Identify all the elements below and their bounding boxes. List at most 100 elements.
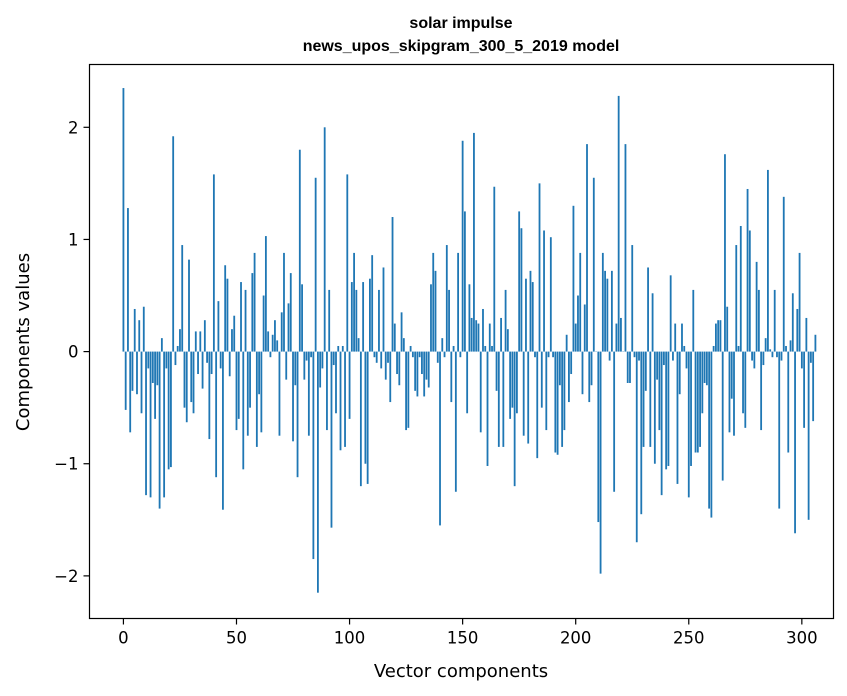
chart-subtitle: news_upos_skipgram_300_5_2019 model: [303, 38, 620, 55]
bar-component-13: [151, 351, 154, 383]
bar-component-178: [525, 278, 527, 352]
bar-component-217: [613, 351, 616, 492]
bar-component-196: [565, 334, 568, 352]
bar-component-226: [633, 351, 636, 358]
bar-component-115: [382, 267, 385, 352]
bar-component-46: [226, 278, 229, 352]
bar-component-183: [536, 351, 539, 459]
bar-component-108: [366, 351, 369, 484]
bar-component-49: [233, 315, 236, 352]
bar-component-80: [303, 351, 306, 380]
bar-component-22: [172, 136, 175, 352]
bar-component-3: [129, 351, 132, 433]
bar-component-223: [626, 351, 629, 383]
bar-component-240: [665, 351, 668, 470]
bar-component-142: [443, 351, 446, 358]
bar-component-57: [251, 273, 254, 352]
bar-component-152: [466, 351, 469, 414]
bar-component-113: [378, 289, 380, 352]
bar-component-63: [264, 236, 267, 352]
bar-component-31: [192, 351, 195, 414]
bar-component-116: [384, 351, 387, 380]
bar-component-277: [748, 230, 751, 352]
bar-component-18: [163, 351, 166, 498]
bar-component-245: [676, 351, 679, 484]
bar-component-60: [258, 351, 261, 395]
bar-component-107: [364, 351, 367, 464]
bar-component-262: [715, 323, 717, 352]
bar-component-293: [785, 345, 787, 352]
bar-component-129: [414, 351, 417, 391]
bar-component-267: [726, 306, 729, 352]
bar-component-55: [246, 351, 249, 436]
bar-component-266: [724, 154, 726, 352]
bar-component-232: [647, 267, 649, 352]
bar-component-256: [701, 351, 704, 414]
bar-component-0: [122, 88, 125, 352]
bar-component-271: [735, 245, 738, 352]
bar-component-122: [398, 351, 401, 386]
bar-component-87: [319, 351, 322, 388]
bar-component-11: [147, 351, 150, 369]
bar-component-170: [506, 329, 509, 352]
bar-component-125: [405, 351, 407, 431]
bar-component-244: [674, 323, 677, 352]
bar-component-79: [301, 284, 303, 352]
bar-component-29: [188, 259, 190, 352]
bar-component-144: [448, 289, 450, 352]
bar-component-40: [212, 174, 215, 352]
bar-component-70: [280, 312, 283, 352]
bar-component-30: [190, 351, 193, 403]
bar-component-306: [814, 334, 817, 352]
bar-component-193: [558, 351, 561, 386]
bar-component-288: [773, 289, 776, 352]
bar-component-290: [778, 351, 781, 509]
bar-component-195: [563, 351, 566, 431]
bar-component-78: [298, 149, 301, 352]
bar-component-4: [131, 351, 134, 391]
y-tick-label: 2: [68, 118, 79, 137]
bar-component-207: [590, 351, 593, 386]
bar-component-91: [328, 289, 331, 352]
bar-component-238: [660, 351, 663, 496]
bar-component-278: [751, 351, 753, 361]
bar-component-38: [208, 351, 211, 440]
bar-component-169: [504, 289, 507, 352]
bar-component-219: [617, 95, 620, 352]
bar-component-112: [375, 351, 378, 363]
bar-component-179: [527, 351, 530, 444]
bar-component-8: [140, 351, 143, 414]
x-axis-ticks: 0 50 100 150 200 250 300: [118, 618, 818, 648]
bar-component-126: [407, 351, 410, 428]
bar-component-259: [708, 351, 711, 509]
bar-component-100: [348, 351, 351, 419]
y-tick-label: −1: [54, 455, 78, 474]
bar-component-154: [470, 317, 473, 352]
plot-frame: [88, 63, 835, 620]
bar-component-95: [337, 345, 340, 352]
bar-component-185: [540, 351, 543, 408]
bar-component-275: [744, 351, 747, 428]
bar-component-136: [430, 284, 432, 352]
bar-component-187: [545, 351, 548, 431]
bar-component-175: [518, 211, 521, 352]
y-tick-label: −2: [54, 567, 78, 586]
bar-component-119: [391, 217, 394, 352]
bar-component-206: [588, 351, 591, 403]
bar-component-184: [538, 183, 541, 352]
bar-component-190: [552, 351, 554, 358]
bar-component-68: [276, 340, 279, 352]
bar-component-242: [669, 275, 672, 352]
y-axis-ticks: −2 −1 0 1 2: [54, 118, 90, 586]
bar-component-163: [491, 345, 493, 352]
bar-component-41: [215, 351, 218, 478]
bar-component-124: [402, 338, 405, 352]
bar-component-239: [662, 351, 665, 366]
bar-component-258: [705, 351, 708, 386]
bar-component-249: [685, 351, 688, 369]
bar-component-228: [638, 351, 640, 361]
bar-component-109: [369, 278, 371, 352]
bar-component-253: [694, 351, 697, 453]
bar-component-286: [769, 349, 772, 352]
bar-component-37: [206, 351, 208, 363]
